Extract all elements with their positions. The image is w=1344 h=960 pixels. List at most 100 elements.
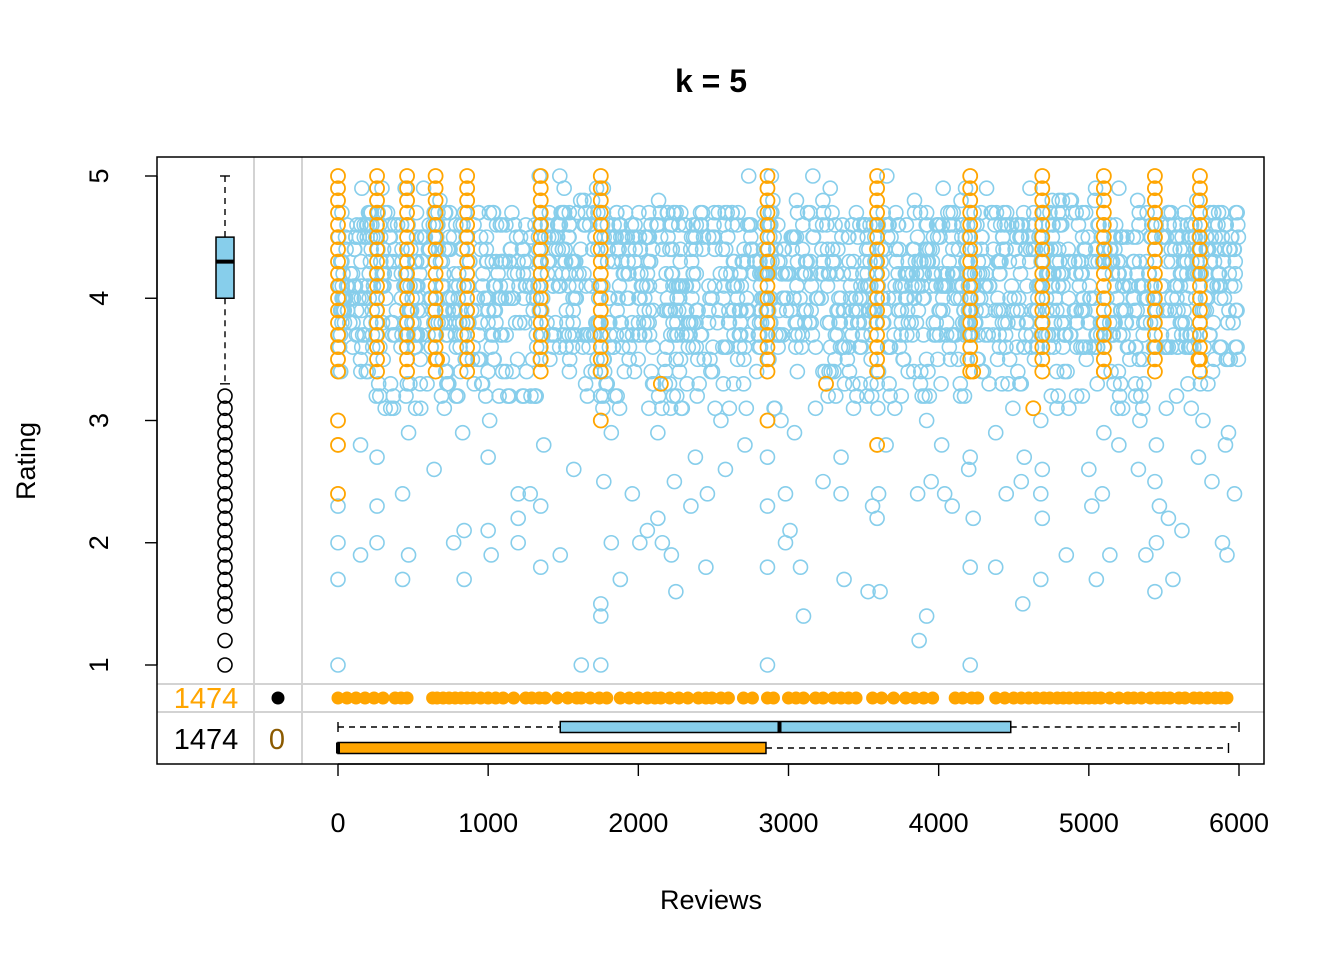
data-point-highlight xyxy=(330,327,346,343)
data-point xyxy=(1102,547,1118,563)
y-tick-label: 5 xyxy=(84,168,114,183)
data-point xyxy=(362,253,379,270)
data-point-highlight xyxy=(459,204,476,221)
data-point-highlight xyxy=(1034,302,1051,319)
data-point xyxy=(890,265,906,282)
data-point-highlight xyxy=(1192,327,1208,343)
data-point xyxy=(843,265,860,282)
data-point xyxy=(352,437,369,453)
data-point xyxy=(561,204,578,221)
data-point xyxy=(679,376,695,392)
data-point-highlight xyxy=(399,265,415,282)
data-point-highlight xyxy=(962,204,979,221)
data-point-highlight xyxy=(965,363,982,380)
data-point xyxy=(909,486,926,502)
data-point xyxy=(699,486,716,502)
data-point xyxy=(934,217,951,233)
data-point xyxy=(664,241,681,258)
x-tick-label: 1000 xyxy=(458,808,518,838)
data-point xyxy=(694,204,711,221)
count-missing-rating: 1474 xyxy=(174,683,239,715)
data-point xyxy=(820,388,836,404)
data-point-highlight xyxy=(459,339,476,356)
data-point xyxy=(1069,314,1085,331)
missing-rating-point xyxy=(887,691,901,705)
data-point xyxy=(941,217,958,233)
data-point xyxy=(527,388,543,404)
data-point xyxy=(376,265,393,282)
data-point xyxy=(581,339,597,355)
data-point xyxy=(369,449,385,465)
data-point xyxy=(532,559,549,576)
data-point xyxy=(565,302,581,319)
boxplot-outlier xyxy=(217,571,233,588)
data-point xyxy=(859,265,875,282)
data-point-highlight xyxy=(330,265,346,282)
x-tick-label: 3000 xyxy=(758,808,818,838)
data-point xyxy=(789,363,806,380)
data-point xyxy=(715,290,732,307)
data-point xyxy=(1159,253,1176,270)
data-point-highlight xyxy=(532,302,549,319)
data-point xyxy=(798,302,815,319)
data-point xyxy=(576,265,592,282)
data-point xyxy=(656,351,673,368)
data-point-highlight xyxy=(1095,216,1112,233)
data-point xyxy=(954,314,971,331)
data-point xyxy=(563,253,580,270)
data-point xyxy=(411,265,428,282)
data-point xyxy=(1088,571,1105,588)
boxplot-outlier xyxy=(217,657,233,673)
data-point xyxy=(1005,400,1021,417)
data-point-highlight xyxy=(1034,204,1051,221)
data-point-highlight xyxy=(399,363,415,380)
data-point xyxy=(436,400,453,417)
data-point xyxy=(552,278,568,294)
data-point xyxy=(701,302,717,319)
data-point xyxy=(1106,278,1123,294)
data-point xyxy=(369,534,385,551)
data-point xyxy=(704,363,721,380)
data-point xyxy=(330,571,346,588)
data-point xyxy=(668,351,684,368)
data-point-highlight xyxy=(427,290,444,307)
data-point xyxy=(1166,241,1183,258)
data-point xyxy=(775,241,792,258)
data-point xyxy=(551,168,568,184)
data-point xyxy=(516,388,532,404)
data-point-highlight xyxy=(1095,265,1112,282)
data-point xyxy=(624,486,641,502)
data-point xyxy=(695,229,712,245)
data-point xyxy=(1084,498,1100,514)
data-point xyxy=(1230,351,1247,368)
data-point xyxy=(824,241,841,258)
data-point xyxy=(815,204,832,221)
data-point-highlight xyxy=(1190,351,1207,368)
data-point xyxy=(1204,473,1220,490)
data-point xyxy=(407,400,424,417)
data-point-highlight xyxy=(592,302,609,319)
data-point xyxy=(724,204,740,221)
data-point xyxy=(1022,180,1038,197)
data-point-highlight xyxy=(369,229,385,246)
data-point xyxy=(1074,388,1091,404)
data-point xyxy=(592,596,609,612)
data-point xyxy=(592,657,609,673)
data-point xyxy=(1202,327,1218,343)
data-point xyxy=(415,180,432,197)
data-point xyxy=(938,327,955,343)
data-point-highlight xyxy=(427,180,444,197)
data-point xyxy=(1229,204,1245,221)
data-point-highlight xyxy=(399,302,415,319)
data-point xyxy=(1067,253,1083,270)
data-point xyxy=(778,302,795,319)
data-point xyxy=(918,204,935,221)
data-point-highlight xyxy=(369,253,385,270)
data-point xyxy=(974,302,990,319)
data-point xyxy=(1094,486,1111,502)
data-point xyxy=(1104,302,1120,319)
data-point xyxy=(603,424,620,441)
y-tick-label: 2 xyxy=(84,535,114,550)
data-point xyxy=(987,559,1004,576)
data-point-highlight xyxy=(759,229,776,246)
